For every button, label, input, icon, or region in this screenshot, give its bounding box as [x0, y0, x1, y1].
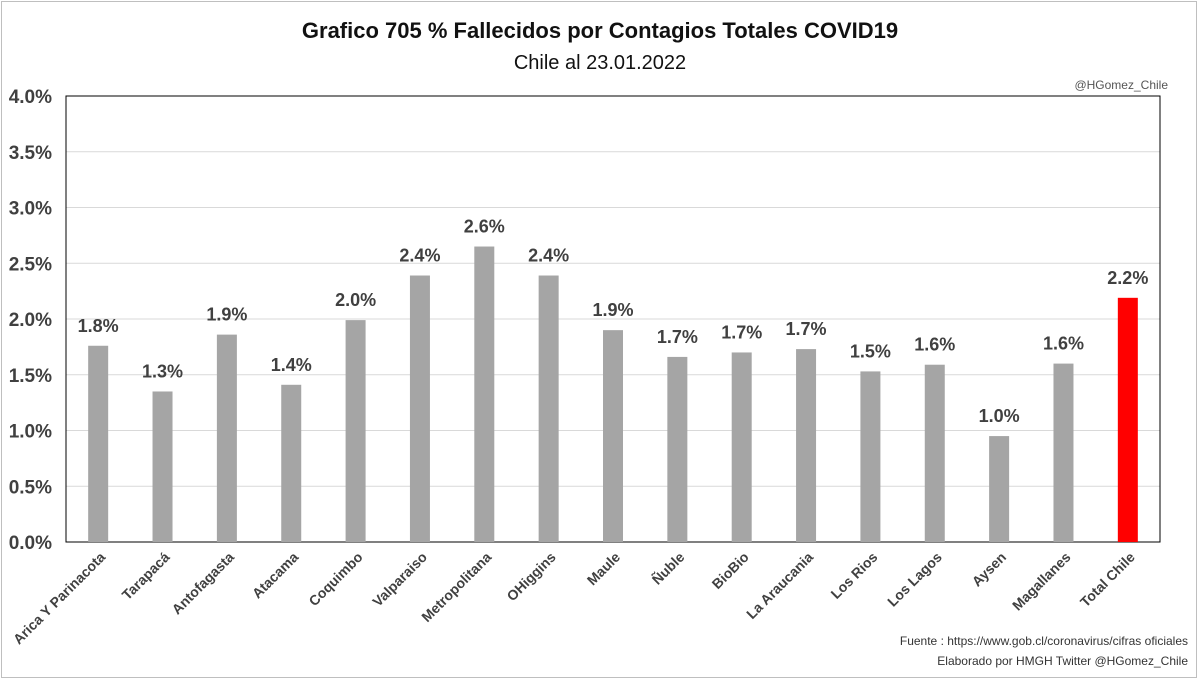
data-label: 1.7%: [721, 322, 762, 342]
bar: [731, 352, 752, 542]
bar: [1117, 297, 1138, 542]
bar: [474, 246, 495, 542]
x-tick-label: Coquimbo: [305, 549, 365, 609]
data-label: 1.0%: [979, 406, 1020, 426]
footer-credit: Elaborado por HMGH Twitter @HGomez_Chile: [937, 654, 1188, 668]
y-tick-label: 2.5%: [9, 254, 52, 275]
data-label: 1.6%: [914, 335, 955, 355]
x-tick-label: BioBio: [709, 549, 752, 592]
x-tick-label: Atacama: [249, 549, 302, 602]
bar: [667, 356, 688, 542]
footer-source: Fuente : https://www.gob.cl/coronavirus/…: [899, 634, 1188, 648]
data-label: 1.5%: [850, 341, 891, 361]
x-tick-label: Valparaiso: [369, 549, 430, 610]
bar: [860, 371, 881, 542]
y-tick-label: 2.0%: [9, 310, 52, 331]
chart-title: Grafico 705 % Fallecidos por Contagios T…: [301, 18, 899, 43]
y-tick-label: 3.0%: [9, 199, 52, 220]
bar: [216, 334, 237, 542]
bar: [603, 330, 623, 542]
bar: [281, 384, 302, 542]
watermark-handle: @HGomez_Chile: [1074, 78, 1168, 92]
x-tick-label: Aysen: [969, 549, 1010, 590]
y-tick-label: 4.0%: [9, 87, 52, 108]
bar: [924, 364, 945, 542]
bar: [345, 320, 366, 542]
x-tick-label: Los Rios: [827, 549, 880, 602]
bar: [538, 275, 559, 542]
data-label: 1.8%: [78, 316, 119, 336]
x-tick-label: Magallanes: [1009, 549, 1074, 614]
x-tick-label: Antofagasta: [168, 549, 237, 618]
x-tick-label: OHiggins: [503, 549, 558, 604]
data-label: 1.4%: [271, 355, 312, 375]
y-tick-label: 3.5%: [9, 143, 52, 164]
y-tick-label: 0.5%: [9, 477, 52, 498]
bar: [796, 349, 817, 542]
x-tick-label: Ñuble: [648, 548, 688, 588]
data-label: 1.7%: [786, 319, 827, 339]
bar: [989, 436, 1010, 542]
y-tick-label: 0.0%: [9, 533, 52, 554]
y-tick-label: 1.5%: [9, 366, 52, 387]
bar: [88, 345, 109, 542]
data-label: 2.4%: [528, 246, 569, 266]
chart-subtitle: Chile al 23.01.2022: [513, 52, 687, 74]
data-label: 2.0%: [335, 290, 376, 310]
x-tick-label: Tarapacá: [119, 549, 173, 603]
y-tick-label: 1.0%: [9, 422, 52, 443]
bar: [1053, 363, 1074, 542]
x-tick-label: Los Lagos: [884, 549, 945, 610]
data-label: 2.6%: [464, 217, 505, 237]
x-tick-label: Maule: [584, 549, 624, 589]
data-label: 1.9%: [592, 300, 633, 320]
data-label: 1.7%: [657, 327, 698, 347]
x-tick-label: Arica Y Parinacota: [10, 549, 109, 648]
x-tick-label: La Araucania: [743, 549, 816, 622]
x-tick-label: Total Chile: [1077, 549, 1138, 610]
data-label: 2.4%: [399, 246, 440, 266]
data-label: 2.2%: [1107, 268, 1148, 288]
data-label: 1.6%: [1043, 334, 1084, 354]
data-label: 1.9%: [206, 305, 247, 325]
data-label: 1.3%: [142, 361, 183, 381]
bar: [409, 275, 430, 542]
bar: [152, 391, 173, 542]
